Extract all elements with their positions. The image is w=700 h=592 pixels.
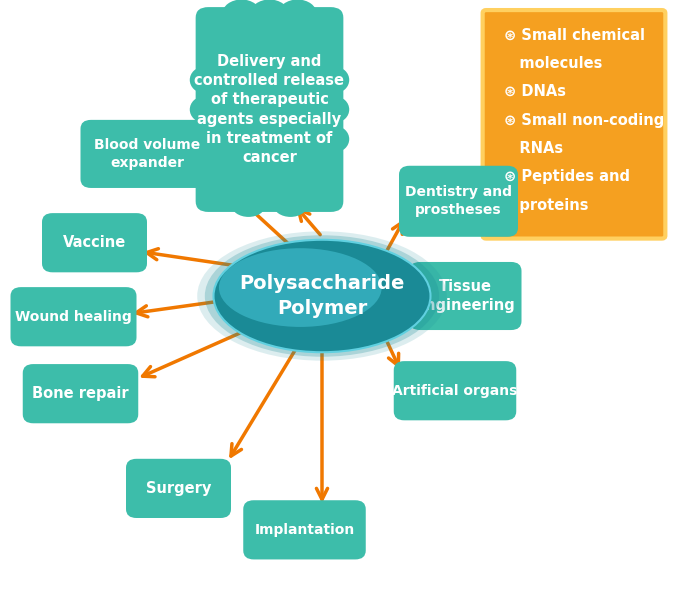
FancyBboxPatch shape [244, 500, 365, 559]
Ellipse shape [251, 0, 288, 28]
Ellipse shape [321, 96, 349, 123]
Text: RNAs: RNAs [504, 141, 564, 156]
Text: Surgery: Surgery [146, 481, 211, 496]
Text: proteins: proteins [504, 198, 589, 213]
Ellipse shape [279, 0, 316, 28]
Text: ⊛ Small chemical: ⊛ Small chemical [504, 27, 645, 42]
Text: ⊛ DNAs: ⊛ DNAs [504, 84, 566, 99]
Text: Vaccine: Vaccine [63, 235, 126, 250]
FancyBboxPatch shape [393, 361, 517, 420]
Ellipse shape [321, 67, 349, 93]
Ellipse shape [274, 194, 307, 217]
FancyBboxPatch shape [22, 364, 139, 423]
FancyBboxPatch shape [488, 15, 659, 234]
Text: Blood volume
expander: Blood volume expander [94, 138, 200, 170]
FancyBboxPatch shape [482, 10, 665, 239]
Text: ⊛ Peptides and: ⊛ Peptides and [504, 169, 630, 184]
Text: Dentistry and
prostheses: Dentistry and prostheses [405, 185, 512, 217]
FancyBboxPatch shape [410, 262, 522, 330]
Text: ⊛ Small non-coding: ⊛ Small non-coding [504, 112, 664, 127]
Ellipse shape [190, 67, 218, 93]
Text: Polysaccharide
Polymer: Polysaccharide Polymer [239, 274, 405, 318]
FancyBboxPatch shape [80, 120, 214, 188]
Text: Tissue
engineering: Tissue engineering [416, 279, 515, 313]
FancyBboxPatch shape [195, 7, 343, 212]
Ellipse shape [219, 248, 382, 327]
Ellipse shape [321, 126, 349, 152]
Text: Wound healing: Wound healing [15, 310, 132, 324]
Text: Artificial organs: Artificial organs [392, 384, 518, 398]
Ellipse shape [214, 240, 430, 352]
FancyBboxPatch shape [126, 459, 231, 518]
FancyBboxPatch shape [399, 166, 518, 237]
Ellipse shape [190, 126, 218, 152]
Text: Implantation: Implantation [254, 523, 355, 537]
Text: molecules: molecules [504, 56, 603, 70]
Ellipse shape [190, 96, 218, 123]
Ellipse shape [205, 235, 439, 357]
Ellipse shape [223, 0, 260, 28]
Ellipse shape [232, 194, 265, 217]
Text: Bone repair: Bone repair [32, 386, 129, 401]
Text: Delivery and
controlled release
of therapeutic
agents especially
in treatment of: Delivery and controlled release of thera… [195, 54, 344, 165]
FancyBboxPatch shape [10, 287, 136, 346]
Ellipse shape [197, 231, 447, 361]
FancyBboxPatch shape [42, 213, 147, 272]
